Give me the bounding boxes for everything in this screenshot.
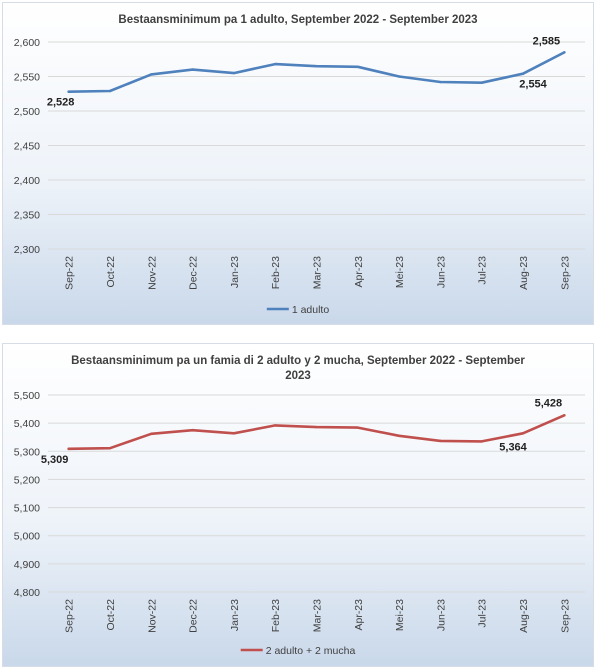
y-tick-label: 5,500 [14, 390, 40, 402]
x-tick-label: Mei-23 [394, 256, 406, 288]
x-tick-label: Jul-23 [477, 256, 489, 285]
x-tick-label: Feb-23 [270, 599, 282, 632]
y-tick-label: 5,000 [14, 531, 40, 543]
data-point [521, 72, 525, 75]
data-label: 5,309 [41, 454, 69, 466]
data-point [191, 68, 194, 71]
x-tick-label: Jun-23 [435, 599, 447, 631]
data-point [108, 446, 112, 450]
x-tick-label: Jul-23 [477, 599, 489, 628]
data-point [439, 80, 442, 84]
y-tick-label: 4,900 [14, 559, 40, 571]
x-tick-label: Mar-23 [312, 599, 324, 632]
data-label: 2,528 [47, 97, 75, 109]
y-tick-label: 5,200 [14, 474, 40, 486]
data-point [67, 447, 70, 450]
data-point [273, 424, 277, 427]
chart-panel-single-adult: Bestaansminimum pa 1 adulto, September 2… [2, 2, 594, 325]
x-tick-label: Jan-23 [229, 599, 241, 631]
y-tick-label: 4,800 [14, 587, 40, 599]
data-point [273, 62, 277, 66]
x-tick-label: Sep-23 [559, 256, 571, 290]
data-point [521, 432, 525, 435]
x-tick-label: Jun-23 [435, 256, 447, 288]
x-tick-label: Mar-23 [312, 256, 324, 289]
data-point [315, 425, 318, 429]
chart-title-line: Bestaansminimum pa 1 adulto, September 2… [118, 14, 477, 26]
y-tick-label: 2,350 [14, 210, 40, 222]
x-tick-label: Sep-22 [64, 256, 76, 290]
data-point [563, 414, 566, 417]
chart-single-adult: Bestaansminimum pa 1 adulto, September 2… [3, 3, 593, 324]
y-tick-label: 5,400 [14, 418, 40, 430]
x-tick-label: Sep-23 [559, 599, 571, 633]
x-tick-label: Nov-22 [146, 256, 158, 290]
x-tick-label: Jan-23 [229, 256, 241, 288]
data-point [232, 71, 236, 75]
chart-background [3, 3, 593, 324]
x-tick-label: Apr-23 [353, 599, 365, 631]
data-point [397, 75, 401, 78]
data-point [150, 432, 153, 436]
data-point [356, 65, 360, 69]
legend-label: 2 adulto + 2 mucha [266, 645, 356, 657]
data-label: 2,585 [533, 35, 561, 47]
data-label: 2,554 [519, 79, 547, 91]
x-tick-label: Dec-22 [188, 599, 200, 633]
data-point [439, 439, 442, 443]
y-tick-label: 2,500 [14, 106, 40, 118]
data-point [563, 51, 566, 54]
data-point [356, 426, 360, 429]
x-tick-label: Apr-23 [353, 256, 365, 288]
x-tick-label: Feb-23 [270, 256, 282, 289]
y-tick-label: 5,300 [14, 446, 40, 458]
chart-title-line: 2023 [285, 370, 311, 382]
x-tick-label: Sep-22 [64, 599, 76, 633]
data-point [191, 428, 194, 432]
x-tick-label: Oct-22 [105, 256, 117, 288]
data-point [67, 90, 70, 93]
x-tick-label: Aug-23 [518, 599, 530, 633]
data-label: 5,428 [535, 397, 563, 409]
chart-panel-family: Bestaansminimum pa un famia di 2 adulto … [2, 343, 594, 667]
data-point [480, 440, 483, 443]
legend-label: 1 adulto [292, 304, 330, 316]
data-point [150, 73, 153, 76]
chart-title-line: Bestaansminimum pa un famia di 2 adulto … [71, 355, 525, 367]
data-point [232, 432, 236, 435]
x-tick-label: Mei-23 [394, 599, 406, 631]
x-tick-label: Aug-23 [518, 256, 530, 290]
y-tick-label: 2,600 [14, 37, 40, 49]
y-tick-label: 5,100 [14, 503, 40, 515]
y-tick-label: 2,550 [14, 72, 40, 84]
x-tick-label: Dec-22 [188, 256, 200, 290]
data-point [480, 81, 483, 84]
y-tick-label: 2,400 [14, 175, 40, 187]
x-tick-label: Nov-22 [146, 599, 158, 633]
x-tick-label: Oct-22 [105, 599, 117, 631]
data-label: 5,364 [499, 441, 527, 453]
data-point [397, 434, 401, 438]
y-tick-label: 2,300 [14, 244, 40, 256]
data-point [315, 64, 318, 68]
data-point [108, 89, 112, 93]
y-tick-label: 2,450 [14, 141, 40, 153]
chart-background [3, 344, 593, 666]
chart-family: Bestaansminimum pa un famia di 2 adulto … [3, 344, 593, 666]
